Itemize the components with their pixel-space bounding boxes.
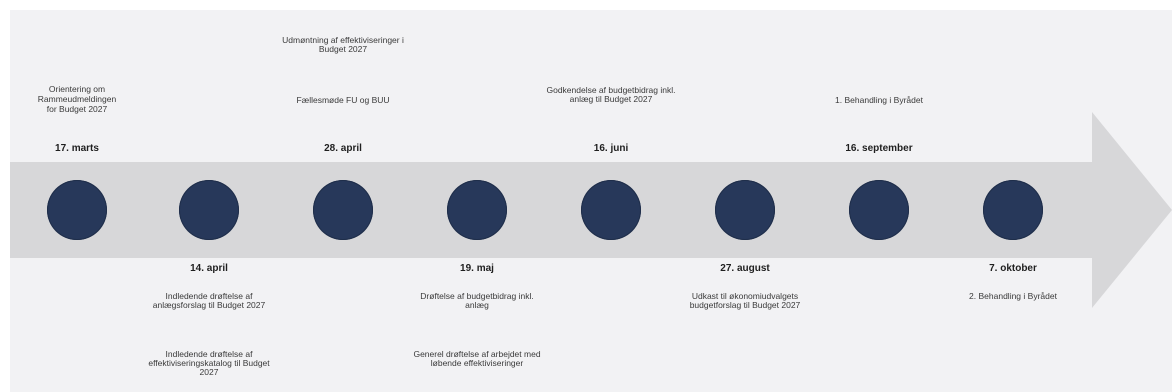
milestone-text-17-marts-2: Rammeudmeldingen	[37, 94, 117, 104]
milestone-marker-16-september	[849, 180, 909, 240]
milestone-date-28-april: 28. april	[324, 143, 362, 154]
milestone-text-14-april-1: Indledende drøftelse af anlægsforslag ti…	[152, 291, 266, 310]
milestone-marker-7-oktober	[983, 180, 1043, 240]
milestone-date-16-juni: 16. juni	[593, 143, 629, 154]
milestone-marker-16-juni	[581, 180, 641, 240]
milestone-date-16-september: 16. september	[845, 143, 913, 154]
milestone-date-19-maj: 19. maj	[460, 263, 494, 274]
milestone-date-7-oktober: 7. oktober	[989, 263, 1037, 274]
milestone-marker-17-marts	[47, 180, 107, 240]
milestone-text-7-oktober-1: 2. Behandling i Byrådet	[969, 291, 1057, 301]
milestone-text-27-august-1: Udkast til økonomiudvalgets budgetforsla…	[689, 291, 801, 310]
milestone-text-28-april-1: Udmøntning af effektiviseringer i Budget…	[282, 35, 404, 54]
milestone-date-27-august: 27. august	[720, 263, 770, 274]
milestone-marker-28-april	[313, 180, 373, 240]
milestone-marker-27-august	[715, 180, 775, 240]
milestone-marker-19-maj	[447, 180, 507, 240]
milestone-marker-14-april	[179, 180, 239, 240]
milestone-date-17-marts: 17. marts	[55, 143, 99, 154]
milestone-text-17-marts-1: Orientering om	[48, 84, 106, 94]
milestone-text-16-juni-1: Godkendelse af budgetbidrag inkl. anlæg …	[546, 85, 676, 104]
milestone-text-16-september-1: 1. Behandling i Byrådet	[835, 95, 923, 105]
milestone-text-17-marts-3: for Budget 2027	[46, 104, 108, 114]
milestone-text-28-april-2: Fællesmøde FU og BUU	[296, 95, 390, 105]
milestone-text-19-maj-1: Drøftelse af budgetbidrag inkl. anlæg	[420, 291, 534, 310]
milestone-date-14-april: 14. april	[190, 263, 228, 274]
milestone-text-14-april-2: Indledende drøftelse af effektiviserings…	[148, 349, 270, 377]
milestone-text-19-maj-2: Generel drøftelse af arbejdet med løbend…	[413, 349, 541, 368]
